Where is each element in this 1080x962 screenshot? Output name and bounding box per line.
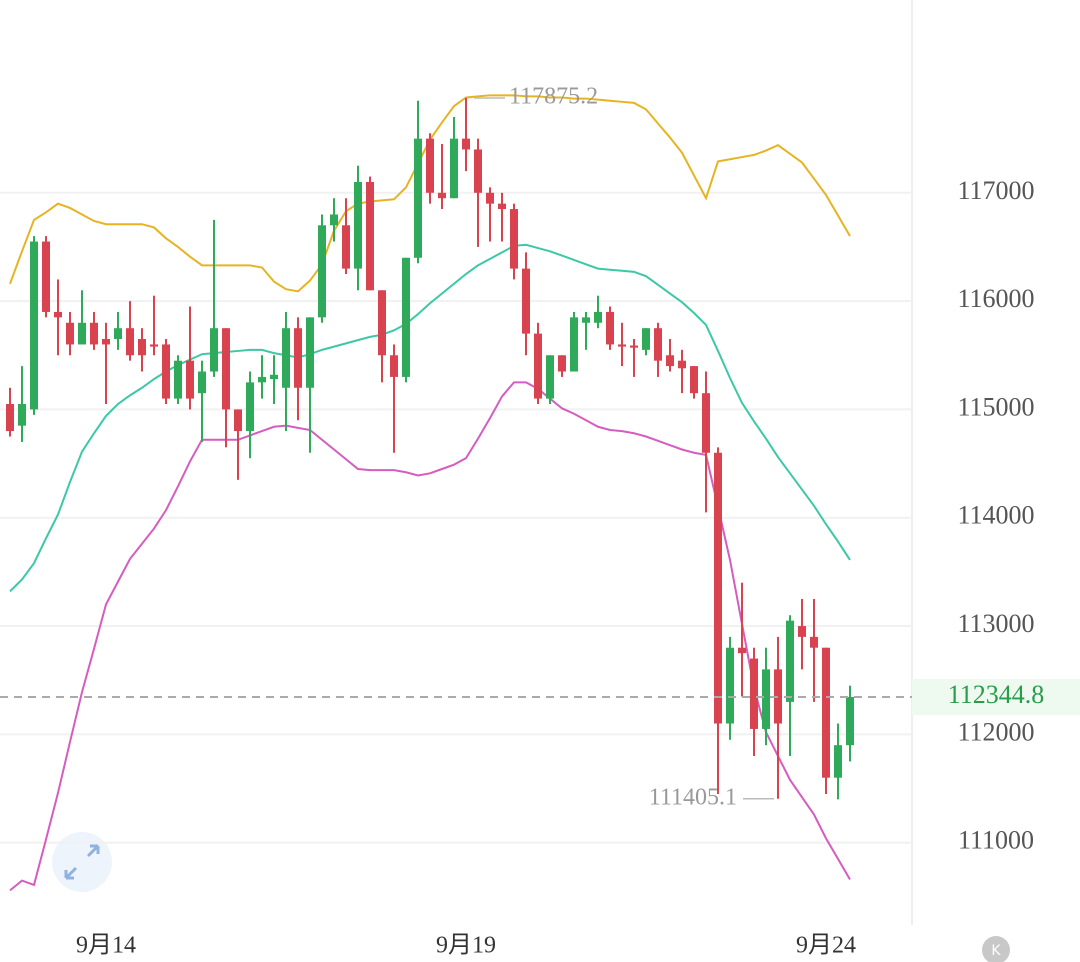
candle-body	[510, 209, 518, 269]
candle-body	[654, 328, 662, 361]
candle-body	[306, 317, 314, 388]
candle-body	[558, 355, 566, 372]
expand-icon	[64, 844, 100, 880]
min-label: 111405.1	[649, 784, 737, 810]
candle-body	[714, 452, 722, 724]
candle-body	[126, 328, 134, 356]
candle-body	[798, 626, 806, 637]
candle-body	[114, 328, 122, 340]
y-tick-label: 111000	[958, 826, 1034, 855]
x-tick-label: 9月19	[436, 933, 496, 959]
candle-body	[414, 138, 422, 258]
candle-body	[258, 376, 266, 383]
candle-body	[438, 192, 446, 199]
candle-body	[522, 268, 530, 334]
candle-body	[534, 333, 542, 399]
candle-body	[318, 225, 326, 318]
candle-body	[486, 192, 494, 204]
y-tick-label: 115000	[957, 392, 1034, 421]
candle-body	[138, 339, 146, 356]
candle-body	[354, 181, 362, 269]
candle-body	[762, 669, 770, 729]
candle-body	[498, 203, 506, 210]
candle-body	[246, 382, 254, 432]
last-price-label: 112344.8	[948, 680, 1045, 709]
candle-body	[18, 404, 26, 426]
candle-body	[366, 181, 374, 291]
candle-body	[162, 344, 170, 399]
candle-body	[282, 328, 290, 388]
candle-body	[390, 355, 398, 377]
candle-body	[618, 344, 626, 347]
candle-body	[690, 366, 698, 394]
band-line	[9, 243, 851, 593]
candle-body	[726, 647, 734, 724]
candle-body	[102, 339, 110, 345]
candle-body	[6, 404, 14, 432]
candle-body	[546, 355, 554, 399]
y-tick-label: 116000	[957, 284, 1034, 313]
candle-body	[810, 636, 818, 648]
x-tick-label: 9月24	[796, 933, 856, 959]
candle-body	[474, 149, 482, 193]
candle-body	[210, 328, 218, 372]
candle-body	[198, 371, 206, 394]
last-price-box	[912, 679, 1080, 716]
candle-body	[150, 344, 158, 347]
x-tick-label: 9月14	[76, 933, 136, 959]
logo: K	[982, 936, 1010, 962]
candle-body	[630, 345, 638, 348]
candle-body	[738, 647, 746, 654]
candle-body	[582, 317, 590, 323]
candle-body	[222, 328, 230, 410]
y-tick-label: 112000	[957, 717, 1034, 746]
candle-body	[750, 658, 758, 729]
candle-body	[402, 257, 410, 377]
y-tick-label: 114000	[957, 501, 1034, 530]
candle-body	[462, 138, 470, 150]
candle-body	[54, 311, 62, 318]
band-line	[9, 381, 851, 892]
candle-body	[30, 241, 38, 410]
candle-body	[822, 647, 830, 778]
candle-body	[702, 393, 710, 453]
max-label: 117875.2	[509, 84, 598, 110]
candle-body	[342, 225, 350, 269]
candle-body	[174, 360, 182, 399]
candle-body	[450, 138, 458, 199]
y-tick-label: 117000	[957, 176, 1034, 205]
expand-button[interactable]	[52, 832, 112, 892]
candle-body	[426, 138, 434, 193]
candle-body	[294, 328, 302, 388]
expand-bg	[52, 832, 112, 892]
candle-body	[330, 214, 338, 226]
candle-body	[786, 620, 794, 702]
candle-body	[234, 409, 242, 432]
candle-body	[594, 311, 602, 323]
candle-body	[270, 374, 278, 380]
candle-body	[78, 322, 86, 345]
candle-body	[66, 322, 74, 345]
candle-body	[42, 241, 50, 312]
candle-body	[846, 697, 854, 746]
candle-body	[666, 355, 674, 367]
candle-body	[678, 360, 686, 369]
candle-body	[186, 360, 194, 399]
candle-body	[378, 290, 386, 356]
candle-body	[570, 317, 578, 372]
logo-circle	[982, 936, 1010, 962]
candle-body	[606, 311, 614, 345]
y-tick-label: 113000	[957, 609, 1034, 638]
candle-body	[834, 745, 842, 778]
candle-body	[642, 328, 650, 350]
logo-mark: K	[991, 943, 1001, 959]
candle-body	[90, 322, 98, 345]
